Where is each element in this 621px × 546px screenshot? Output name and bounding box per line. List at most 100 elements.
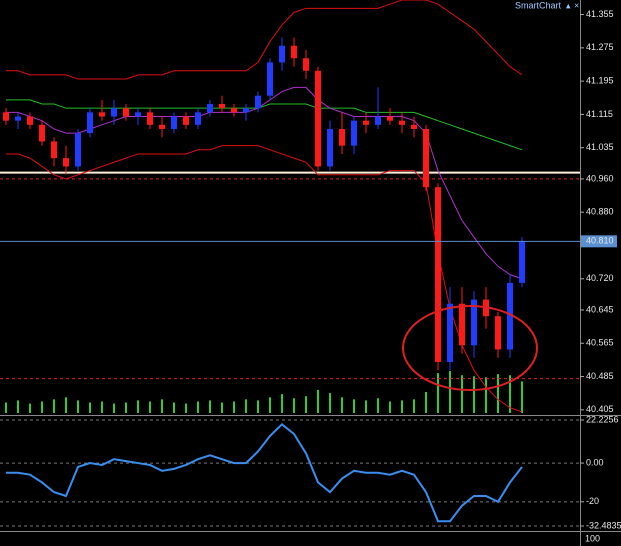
volume-bar xyxy=(197,401,199,413)
candle-body xyxy=(195,112,201,125)
volume-bar xyxy=(437,373,439,413)
candle-body xyxy=(459,303,465,346)
y-tick-label: 22.2256 xyxy=(586,414,619,424)
current-price-label: 40.810 xyxy=(586,236,614,246)
candle-body xyxy=(507,282,513,350)
candle-body xyxy=(15,116,21,121)
volume-bar xyxy=(89,402,91,413)
y-tick-label: 41.355 xyxy=(586,9,614,19)
candle-body xyxy=(183,116,189,125)
candle-body xyxy=(171,116,177,129)
candle-body xyxy=(363,120,369,125)
volume-bar xyxy=(29,403,31,413)
candle-body xyxy=(315,70,321,167)
y-tick-label: 0.00 xyxy=(586,457,604,467)
y-tick-label: 41.195 xyxy=(586,76,614,86)
candle-body xyxy=(351,120,357,146)
volume-bar xyxy=(5,402,7,413)
volume-bar xyxy=(425,392,427,413)
volume-bar xyxy=(413,399,415,413)
y-tick-label: 40.485 xyxy=(586,371,614,381)
y-tick-label: 41.115 xyxy=(586,109,613,119)
candle-body xyxy=(291,45,297,59)
candle-body xyxy=(339,128,345,146)
collapse-button[interactable]: ▴ xyxy=(566,0,571,10)
candle-body xyxy=(219,104,225,109)
candle-body xyxy=(303,58,309,71)
volume-bar xyxy=(317,389,319,413)
volume-bar xyxy=(473,376,475,413)
candle-body xyxy=(87,112,93,134)
y-tick-label: -20 xyxy=(586,496,599,506)
volume-bar xyxy=(509,375,511,413)
candle-body xyxy=(159,124,165,129)
candle-body xyxy=(411,124,417,129)
candle-body xyxy=(519,241,525,283)
volume-bar xyxy=(185,403,187,413)
candle-body xyxy=(123,108,129,117)
volume-bar xyxy=(485,377,487,413)
candle-body xyxy=(255,95,261,109)
volume-bar xyxy=(173,402,175,413)
y-tick-label: -32.4835 xyxy=(586,520,621,530)
volume-bar xyxy=(269,397,271,413)
close-button[interactable]: × xyxy=(574,0,579,10)
volume-bar xyxy=(257,400,259,413)
volume-bar xyxy=(125,402,127,413)
volume-bar xyxy=(377,398,379,413)
candle-body xyxy=(435,187,441,362)
volume-bar xyxy=(65,397,67,413)
candle-body xyxy=(495,316,501,350)
y-tick-label: 41.275 xyxy=(586,42,614,52)
volume-bar xyxy=(497,374,499,413)
y-tick-label: 40.565 xyxy=(586,338,614,348)
candle-body xyxy=(327,128,333,167)
volume-bar xyxy=(17,400,19,413)
volume-bar xyxy=(281,394,283,413)
annotation-ellipse xyxy=(402,305,538,391)
volume-bar xyxy=(137,400,139,413)
candle-body xyxy=(39,124,45,142)
candle-body xyxy=(75,133,81,167)
current-price-box xyxy=(581,235,617,248)
candle-body xyxy=(243,108,249,113)
volume-bar xyxy=(389,401,391,413)
candle-body xyxy=(147,112,153,125)
oscillator-line xyxy=(6,422,523,523)
candle-body xyxy=(51,141,57,159)
volume-bar xyxy=(245,399,247,413)
candle-body xyxy=(279,45,285,63)
volume-bar xyxy=(449,371,451,413)
candle-body xyxy=(399,120,405,125)
volume-bar xyxy=(353,399,355,413)
y-tick-label: 40.880 xyxy=(586,207,614,217)
volume-bar xyxy=(233,401,235,413)
volume-bar xyxy=(305,396,307,413)
volume-bar xyxy=(221,402,223,413)
volume-bar xyxy=(101,401,103,413)
volume-bar xyxy=(461,375,463,413)
candle-body xyxy=(471,299,477,346)
volume-bar xyxy=(365,400,367,413)
candle-body xyxy=(3,112,9,121)
volume-bar xyxy=(41,401,43,413)
candle-body xyxy=(207,104,213,113)
volume-bar xyxy=(329,393,331,413)
candle-body xyxy=(231,108,237,113)
y-tick-label: 40.720 xyxy=(586,273,614,283)
candle-body xyxy=(375,116,381,125)
volume-bar xyxy=(341,397,343,413)
y-tick-label: 40.645 xyxy=(586,304,614,314)
volume-bar xyxy=(401,400,403,413)
volume-bar xyxy=(113,403,115,413)
volume-bar xyxy=(293,398,295,413)
volume-bar xyxy=(521,381,523,413)
y-tick-label: 40.405 xyxy=(586,404,614,414)
app-title: SmartChart xyxy=(515,0,562,10)
volume-bar xyxy=(53,399,55,413)
candle-body xyxy=(135,112,141,117)
candle-body xyxy=(267,62,273,96)
